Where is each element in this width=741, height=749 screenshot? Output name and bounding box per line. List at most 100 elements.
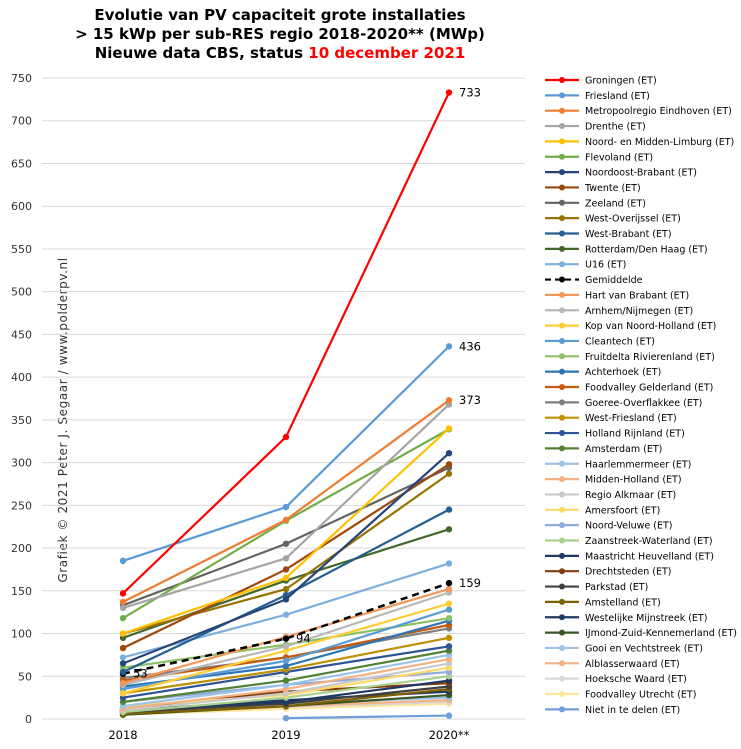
legend-item: Holland Rijnland (ET)	[545, 429, 685, 440]
data-label: 94	[296, 632, 311, 646]
data-point	[282, 555, 290, 562]
legend-marker	[559, 399, 565, 406]
data-point	[445, 397, 453, 404]
data-point	[282, 503, 290, 511]
legend-item: Hart van Brabant (ET)	[545, 290, 689, 301]
legend-item: Noord- en Midden-Limburg (ET)	[545, 137, 734, 148]
legend-marker	[559, 675, 565, 682]
data-label: 733	[459, 86, 481, 100]
legend-label: Hoeksche Waard (ET)	[585, 674, 687, 685]
legend-label: Arnhem/Nijmegen (ET)	[585, 306, 693, 317]
legend-label: Flevoland (ET)	[585, 152, 653, 163]
y-tick-label: 400	[11, 371, 32, 384]
data-point	[445, 712, 453, 719]
y-tick-label: 50	[18, 670, 32, 683]
legend-item: Westelijke Mijnstreek (ET)	[545, 613, 707, 624]
legend-item: Drenthe (ET)	[545, 122, 646, 133]
legend-marker	[559, 522, 565, 529]
legend-marker	[559, 506, 565, 513]
legend-label: Drechtsteden (ET)	[585, 567, 671, 578]
legend-label: Gooi en Vechtstreek (ET)	[585, 643, 703, 654]
legend-item: Fruitdelta Rivierenland (ET)	[545, 352, 715, 363]
data-point	[445, 643, 453, 650]
legend: Groningen (ET) Friesland (ET) Metropoolreg…	[545, 76, 737, 716]
legend-item: Foodvalley Gelderland (ET)	[545, 383, 713, 394]
legend-item: West-Friesland (ET)	[545, 413, 677, 424]
legend-label: Amsterdam (ET)	[585, 444, 662, 455]
series-path	[122, 581, 450, 675]
title-line-1: Evolutie van PV capaciteit grote install…	[94, 6, 466, 24]
legend-item: IJmond-Zuid-Kennemerland (ET)	[545, 628, 737, 639]
data-point	[282, 677, 290, 684]
legend-marker	[559, 706, 565, 713]
y-tick-label: 750	[11, 72, 32, 85]
legend-item: Parkstad (ET)	[545, 582, 648, 593]
legend-item: Regio Alkmaar (ET)	[545, 490, 676, 501]
legend-label: Niet in te delen (ET)	[585, 705, 680, 716]
data-point	[445, 606, 453, 613]
legend-label: West-Brabant (ET)	[585, 229, 672, 240]
data-point	[119, 668, 127, 676]
legend-item: Twente (ET)	[545, 183, 641, 194]
legend-item: Metropoolregio Eindhoven (ET)	[545, 106, 732, 117]
legend-label: U16 (ET)	[585, 260, 626, 271]
y-tick-label: 650	[11, 157, 32, 170]
series-line	[119, 401, 453, 612]
legend-label: Noord- en Midden-Limburg (ET)	[585, 137, 734, 148]
legend-label: Friesland (ET)	[585, 91, 650, 102]
legend-label: West-Overijssel (ET)	[585, 214, 681, 225]
legend-marker	[559, 430, 565, 437]
x-axis-ticks: 2018 2019 2020**	[108, 728, 469, 742]
legend-item: Alblasserwaard (ET)	[545, 659, 680, 670]
legend-label: Achterhoek (ET)	[585, 367, 661, 378]
legend-marker	[559, 476, 565, 483]
title-line-3-date: 10 december 2021	[308, 44, 466, 62]
data-point	[282, 611, 290, 618]
legend-marker	[559, 138, 565, 145]
data-point	[445, 470, 453, 477]
data-label: 53	[133, 667, 148, 681]
data-point	[445, 526, 453, 533]
legend-label: Regio Alkmaar (ET)	[585, 490, 676, 501]
legend-marker	[559, 245, 565, 252]
data-point	[119, 598, 127, 606]
data-labels: 733 436 373 159 94 53	[133, 86, 481, 681]
legend-label: Goeree-Overflakkee (ET)	[585, 398, 702, 409]
data-point	[282, 643, 290, 650]
series-path	[285, 714, 450, 720]
legend-item: Kop van Noord-Holland (ET)	[545, 321, 716, 332]
data-point	[445, 560, 453, 567]
legend-marker	[559, 291, 565, 298]
y-axis-ticks: 0 50 100 150 200 250 300 350 400 450 500 550 600 650 7…	[11, 72, 32, 726]
data-point	[445, 600, 453, 607]
data-point	[445, 461, 453, 468]
legend-marker	[559, 583, 565, 590]
data-point	[445, 634, 453, 642]
legend-marker	[559, 123, 565, 130]
legend-label: Hart van Brabant (ET)	[585, 290, 689, 301]
data-point	[282, 635, 290, 642]
y-tick-label: 600	[11, 200, 32, 213]
legend-label: Groningen (ET)	[585, 76, 657, 87]
data-label: 373	[459, 393, 481, 407]
x-tick-label: 2020**	[429, 728, 470, 742]
data-point	[282, 657, 290, 665]
legend-label: Maastricht Heuvelland (ET)	[585, 551, 714, 562]
data-point	[445, 585, 453, 593]
legend-marker	[559, 199, 565, 206]
legend-label: Cleantech (ET)	[585, 336, 655, 347]
legend-marker	[559, 184, 565, 191]
legend-marker	[559, 92, 565, 99]
legend-item: Midden-Holland (ET)	[545, 475, 682, 486]
data-point	[282, 540, 290, 547]
legend-item: Zeeland (ET)	[545, 198, 646, 209]
gridlines	[42, 77, 525, 720]
title-line-2: > 15 kWp per sub-RES regio 2018-2020** (…	[75, 25, 485, 43]
legend-item: Amsterdam (ET)	[545, 444, 662, 455]
legend-marker	[559, 337, 565, 344]
legend-label: Parkstad (ET)	[585, 582, 648, 593]
legend-item: Friesland (ET)	[545, 91, 650, 102]
legend-item: Maastricht Heuvelland (ET)	[545, 551, 714, 562]
series-line	[119, 449, 453, 667]
legend-label: Noordoost-Brabant (ET)	[585, 168, 697, 179]
